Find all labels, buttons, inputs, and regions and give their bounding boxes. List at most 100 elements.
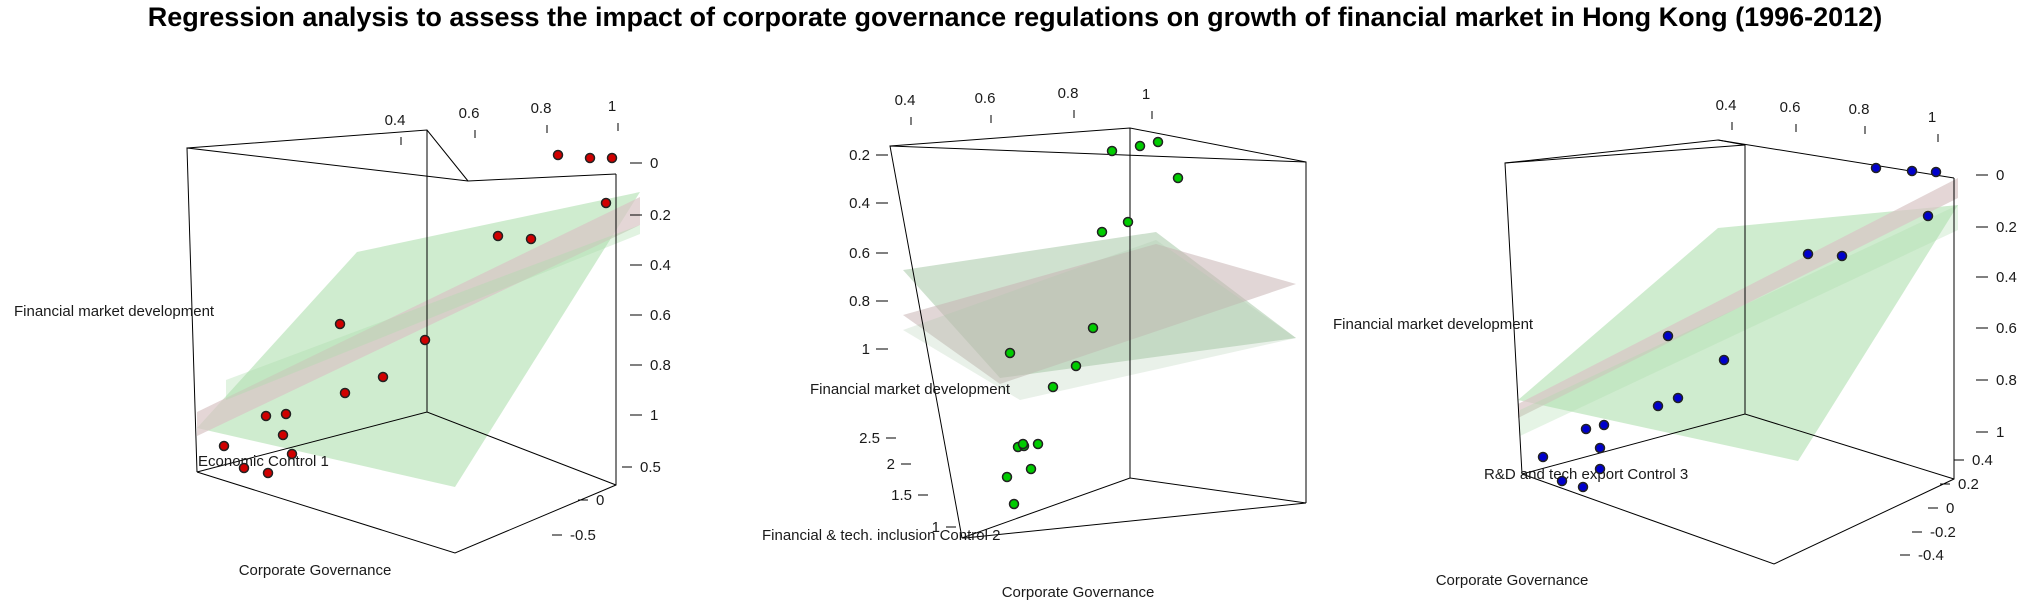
data-point <box>1672 392 1684 404</box>
y-tick-label: 0 <box>596 492 604 509</box>
data-point <box>584 152 596 164</box>
data-point <box>1070 360 1082 372</box>
data-point <box>280 408 292 420</box>
data-point <box>1594 442 1606 454</box>
data-point <box>334 318 346 330</box>
z-tick-label: 0 <box>1996 167 2004 184</box>
y-tick-label: -0.5 <box>570 527 596 544</box>
data-point <box>1017 438 1029 450</box>
box-edge <box>1521 178 1955 565</box>
data-point <box>1662 330 1674 342</box>
data-point <box>606 152 618 164</box>
y-tick-label: 2 <box>887 456 895 473</box>
data-point <box>1001 471 1013 483</box>
data-point <box>1594 463 1606 475</box>
x-tick-label: 0.8 <box>531 100 552 117</box>
z-tick-label: 0.8 <box>1996 372 2017 389</box>
box-edge <box>1504 139 1955 475</box>
x-tick-label: 1 <box>608 98 616 115</box>
data-point <box>1152 136 1164 148</box>
box-edge <box>186 147 617 473</box>
z-tick-label: 1 <box>862 341 870 358</box>
x-axis-label: Corporate Governance <box>1002 584 1155 601</box>
x-tick-label: 0.4 <box>385 112 406 129</box>
data-point <box>1580 423 1592 435</box>
z-tick-label: 0.8 <box>650 357 671 374</box>
x-tick-label: 0.4 <box>1716 97 1737 114</box>
z-axis-label: Financial market development <box>810 381 1011 398</box>
data-point <box>286 448 298 460</box>
data-point <box>1930 166 1942 178</box>
data-point <box>339 387 351 399</box>
y-tick-label: 2.5 <box>859 430 880 447</box>
data-point <box>1922 210 1934 222</box>
y-tick-label: 0 <box>1946 500 1954 517</box>
data-point <box>1025 463 1037 475</box>
data-point <box>277 429 289 441</box>
y-axis-label: Financial & tech. inclusion Control 2 <box>762 527 1000 544</box>
box-edge <box>196 174 617 554</box>
x-axis-label: Corporate Governance <box>1436 572 1589 589</box>
data-point <box>1906 165 1918 177</box>
z-tick-label: 0.4 <box>650 257 671 274</box>
z-tick-label: 0.6 <box>1996 320 2017 337</box>
box-edge <box>961 477 1307 539</box>
data-point <box>1096 226 1108 238</box>
x-tick-label: 1 <box>1142 86 1150 103</box>
x-tick-label: 0.8 <box>1849 101 1870 118</box>
regression-plane <box>197 197 640 436</box>
y-tick-label: 1 <box>932 519 940 536</box>
regression-plane <box>1520 205 1958 436</box>
regression-plane <box>903 240 1296 400</box>
y-axis-label: Economic Control 1 <box>198 453 329 470</box>
z-axis-label: Financial market development <box>1333 316 1534 333</box>
box-edge <box>889 145 1307 539</box>
data-point <box>1122 216 1134 228</box>
x-tick-label: 1 <box>1928 109 1936 126</box>
data-point <box>525 233 537 245</box>
data-point <box>1087 322 1099 334</box>
box-edge <box>186 129 469 182</box>
data-point <box>1172 172 1184 184</box>
data-point <box>492 230 504 242</box>
data-point <box>218 440 230 452</box>
x-tick-label: 0.6 <box>459 105 480 122</box>
z-tick-label: 0.4 <box>849 195 870 212</box>
y-tick-label: 0.4 <box>1972 452 1993 469</box>
data-point <box>552 149 564 161</box>
data-point <box>238 462 250 474</box>
z-axis-label: Financial market development <box>14 303 215 320</box>
data-point <box>1577 481 1589 493</box>
regression-plane <box>903 244 1296 384</box>
z-tick-label: 0.2 <box>1996 219 2017 236</box>
data-point <box>260 410 272 422</box>
box-edge <box>889 127 1307 163</box>
data-point <box>1556 475 1568 487</box>
z-tick-label: 0 <box>650 155 658 172</box>
data-point <box>377 371 389 383</box>
data-point <box>1870 162 1882 174</box>
data-point <box>1134 140 1146 152</box>
y-tick-label: -0.2 <box>1930 524 1956 541</box>
y-tick-label: 1.5 <box>891 487 912 504</box>
x-axis-label: Corporate Governance <box>239 562 392 579</box>
chart-panel-1: 0.4 0.6 0.8 1 0 0.2 0.4 0.6 0.8 1 -0.5 0 0.5 Corporat… <box>14 98 671 579</box>
data-point <box>1047 381 1059 393</box>
regression-plane <box>1518 205 1958 461</box>
box-edge <box>1521 413 1955 480</box>
z-tick-label: 0.2 <box>650 207 671 224</box>
data-point <box>1598 419 1610 431</box>
z-tick-label: 1 <box>650 407 658 424</box>
data-point <box>1004 347 1016 359</box>
data-point <box>419 334 431 346</box>
data-point <box>1106 145 1118 157</box>
x-tick-label: 0.6 <box>1780 99 1801 116</box>
data-point <box>1836 250 1848 262</box>
x-tick-label: 0.4 <box>895 92 916 109</box>
z-tick-label: 0.4 <box>1996 269 2017 286</box>
z-tick-label: 0.6 <box>849 245 870 262</box>
data-point <box>1718 354 1730 366</box>
x-tick-label: 0.6 <box>975 90 996 107</box>
y-tick-label: 0.5 <box>640 459 661 476</box>
y-tick-label: 0.2 <box>1958 476 1979 493</box>
